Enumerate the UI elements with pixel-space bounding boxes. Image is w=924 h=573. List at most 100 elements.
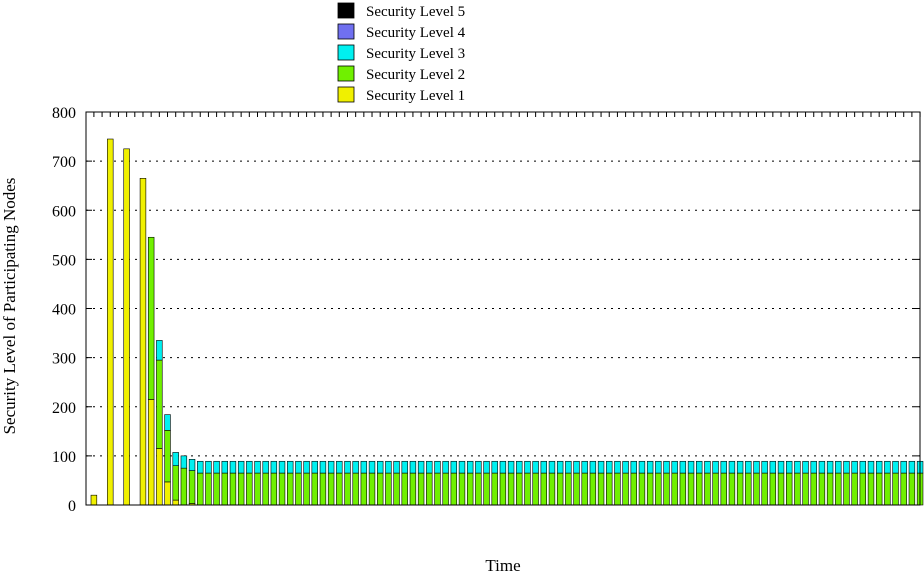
- bar-security-level-3-55: [540, 460, 548, 474]
- bar-security-level-3-91: [835, 460, 842, 474]
- bar-security-level-2-25: [295, 472, 302, 506]
- bar-security-level-2-74: [696, 472, 703, 506]
- bar-security-level-2-79: [736, 472, 744, 506]
- bar-security-level-3-54: [532, 460, 539, 474]
- bar-security-level-3-31: [344, 460, 351, 474]
- bar-security-level-2-28: [319, 472, 327, 506]
- bar-security-level-2-39: [409, 472, 417, 506]
- bar-security-level-3-98: [892, 460, 899, 474]
- bar-security-level-2-98: [892, 472, 899, 506]
- bar-security-level-2-73: [687, 472, 695, 506]
- bar-security-level-2-27: [311, 472, 318, 506]
- bar-security-level-3-85: [785, 460, 793, 474]
- bar-security-level-2-29: [327, 472, 335, 506]
- bar-security-level-3-9: [164, 414, 171, 431]
- bar-security-level-2-88: [810, 472, 817, 506]
- legend-swatch-4: [337, 65, 355, 82]
- legend-swatch-1: [337, 2, 355, 19]
- bar-security-level-3-61: [589, 460, 597, 474]
- bar-security-level-1-6: [139, 178, 147, 506]
- bar-security-level-2-13: [197, 472, 204, 506]
- legend-label-5: Security Level 1: [366, 88, 465, 104]
- bar-security-level-2-43: [442, 472, 449, 506]
- bar-security-level-3-77: [720, 460, 727, 474]
- y-tick-labels: 0 100 200 300 400 500 600 700 800: [52, 105, 76, 515]
- legend-swatch-2: [337, 23, 355, 40]
- bar-security-level-2-67: [638, 472, 646, 506]
- bar-security-level-2-15: [213, 472, 220, 506]
- bar-security-level-2-33: [360, 472, 368, 506]
- bar-security-level-2-61: [589, 472, 597, 506]
- bar-security-level-1-7: [147, 399, 155, 506]
- bar-security-level-2-11: [180, 467, 188, 506]
- bar-security-level-3-38: [401, 460, 408, 474]
- bar-security-level-3-74: [696, 460, 703, 474]
- y-tick-label-0: 0: [68, 498, 76, 515]
- bar-security-level-2-53: [524, 472, 531, 506]
- legend-label-4: Security Level 2: [366, 67, 465, 83]
- bar-security-level-2-12: [188, 470, 196, 504]
- bar-security-level-2-85: [785, 472, 793, 506]
- bar-security-level-1-9: [164, 481, 171, 506]
- bar-security-level-3-11: [180, 455, 188, 469]
- bar-security-level-2-97: [884, 472, 891, 506]
- bar-security-level-2-81: [753, 472, 760, 506]
- legend-swatch-3: [337, 44, 355, 61]
- y-tick-label-700: 700: [52, 154, 76, 171]
- bar-security-level-2-19: [246, 472, 253, 506]
- bar-security-level-3-58: [565, 460, 572, 474]
- x-axis-title: Time: [485, 556, 520, 573]
- bar-security-level-3-16: [221, 460, 228, 474]
- bar-security-level-3-63: [606, 460, 613, 474]
- bar-security-level-2-71: [671, 472, 678, 506]
- bar-security-level-2-91: [835, 472, 842, 506]
- bar-security-level-2-96: [875, 472, 883, 506]
- bar-security-level-3-41: [426, 460, 433, 474]
- legend-label-1: Security Level 5: [366, 4, 465, 20]
- bar-security-level-3-20: [254, 460, 261, 474]
- bar-security-level-3-89: [818, 460, 826, 474]
- bar-security-level-2-89: [818, 472, 826, 506]
- y-tick-label-300: 300: [52, 351, 76, 368]
- bar-security-level-3-95: [867, 460, 875, 474]
- bar-security-level-2-64: [614, 472, 621, 506]
- bar-security-level-3-83: [769, 460, 777, 474]
- bar-security-level-3-30: [336, 460, 343, 474]
- bar-security-level-3-97: [884, 460, 891, 474]
- bar-security-level-2-46: [466, 472, 474, 506]
- bar-security-level-3-84: [777, 460, 785, 474]
- bar-security-level-2-26: [303, 472, 310, 506]
- bar-security-level-2-57: [556, 472, 564, 506]
- bar-security-level-2-58: [565, 472, 572, 506]
- bar-security-level-3-50: [499, 460, 507, 474]
- y-tick-label-800: 800: [52, 105, 76, 122]
- bar-security-level-2-7: [147, 236, 155, 400]
- bar-security-level-3-49: [491, 460, 498, 474]
- bar-security-level-2-82: [761, 472, 768, 506]
- bar-security-level-2-75: [704, 472, 711, 506]
- bar-security-level-2-38: [401, 472, 408, 506]
- bar-security-level-2-49: [491, 472, 498, 506]
- bar-security-level-3-100: [908, 460, 916, 474]
- bar-security-level-2-16: [221, 472, 228, 506]
- bar-security-level-3-37: [393, 460, 400, 474]
- bar-security-level-3-27: [311, 460, 318, 474]
- bar-security-level-3-32: [352, 460, 359, 474]
- legend-label-3: Security Level 3: [366, 46, 465, 62]
- bar-security-level-2-8: [156, 359, 163, 449]
- bar-security-level-2-78: [728, 472, 736, 506]
- bar-security-level-3-75: [704, 460, 711, 474]
- bar-security-level-2-22: [270, 472, 278, 506]
- y-tick-label-100: 100: [52, 449, 76, 466]
- bar-security-level-3-10: [172, 452, 179, 466]
- bar-security-level-2-90: [826, 472, 834, 506]
- bar-security-level-3-76: [712, 460, 719, 474]
- bar-security-level-3-90: [826, 460, 834, 474]
- bar-security-level-2-30: [336, 472, 343, 506]
- bar-security-level-3-79: [736, 460, 744, 474]
- bar-security-level-3-52: [516, 460, 523, 474]
- bar-security-level-3-57: [556, 460, 564, 474]
- bar-security-level-2-23: [278, 472, 286, 506]
- bar-security-level-3-99: [900, 460, 907, 474]
